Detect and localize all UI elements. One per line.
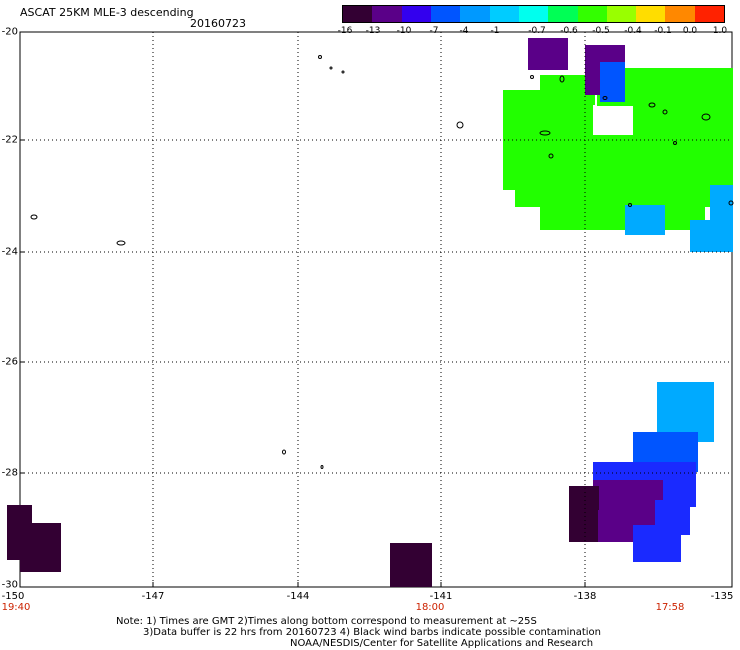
data-cell [625,205,665,235]
colorbar-segment [372,6,402,22]
x-tick-label: -141 [429,591,453,602]
x-tick-label: -150 [1,591,25,602]
island [548,153,554,159]
data-cell [598,510,633,542]
wind-data-cells [7,38,733,587]
island [662,109,668,115]
tick-marks [20,139,586,587]
y-tick-label: -28 [1,467,18,479]
data-cell [569,486,599,542]
colorbar-segment [606,6,637,22]
island [539,130,551,136]
colorbar-segment [430,6,461,22]
y-tick-label: -22 [1,134,18,146]
data-cell [600,62,625,102]
colorbar-segment [460,6,490,22]
island [318,55,322,59]
island [559,75,565,83]
x-tick-label: -147 [141,591,165,602]
island [116,240,126,246]
y-tick-label: -20 [1,26,18,38]
island [282,449,286,455]
colorbar-tick: 0.0 [682,26,698,36]
x-tick-label: -135 [710,591,734,602]
data-cell [710,185,733,225]
colorbar-segment [665,6,695,22]
data-cell [633,100,733,135]
island [320,465,324,469]
y-tick-label: -30 [1,579,18,591]
data-cell [528,38,568,70]
island-outlines [30,55,734,469]
data-cell [390,543,432,587]
island [30,214,38,220]
colorbar-tick: -0.6 [560,26,578,36]
data-cell [593,135,733,190]
data-cell [20,523,61,572]
colorbar-tick: -10 [396,26,412,36]
note-line: Note: 1) Times are GMT 2)Times along bot… [116,616,537,627]
island [456,121,464,129]
x-tick-label: -138 [573,591,597,602]
y-tick-label: -26 [1,356,18,368]
data-cell [540,200,705,230]
island [341,70,345,74]
colorbar-tick: -0.1 [654,26,672,36]
time-label: 18:00 [415,602,445,613]
time-label: 17:58 [655,602,685,613]
colorbar-tick: -0.5 [592,26,610,36]
colorbar-tick: -0.4 [624,26,642,36]
colorbar-segment [401,6,431,22]
island [728,200,734,206]
island [648,102,656,108]
map-title: ASCAT 25KM MLE-3 descending [20,6,194,19]
island [701,113,711,121]
colorbar-segment [518,6,549,22]
colorbar-segment [694,6,724,22]
island [602,96,608,100]
colorbar-segment [343,6,373,22]
island [628,203,632,207]
colorbar [342,5,725,23]
colorbar-segment [636,6,666,22]
colorbar-tick: 1.0 [712,26,728,36]
colorbar-tick: -7 [429,26,439,36]
data-cell [690,220,733,252]
y-tick-label: -24 [1,246,18,258]
x-tick-label: -144 [286,591,310,602]
map-date: 20160723 [190,17,246,30]
note-line: 3)Data buffer is 22 hrs from 20160723 4)… [143,627,601,638]
colorbar-tick: -13 [365,26,381,36]
time-label: 19:40 [1,602,31,613]
colorbar-tick: -4 [459,26,469,36]
grid-lines [20,32,732,587]
map-frame [19,31,733,588]
island [673,141,677,145]
island [329,66,333,70]
colorbar-tick: -1 [490,26,500,36]
colorbar-segment [548,6,578,22]
data-cell [633,525,681,562]
island [530,75,534,79]
colorbar-tick: -0.7 [528,26,546,36]
note-credit: NOAA/NESDIS/Center for Satellite Applica… [290,638,594,649]
colorbar-tick: -16 [337,26,353,36]
colorbar-segment [577,6,607,22]
colorbar-segment [489,6,519,22]
